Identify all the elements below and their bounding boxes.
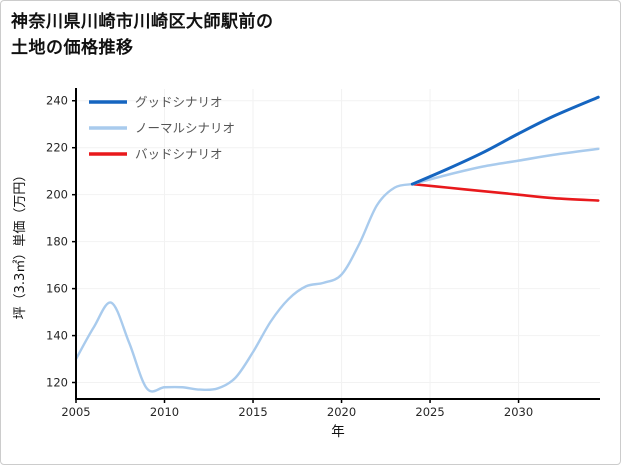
y-tick-label: 240 [46,94,68,108]
x-tick-label: 2025 [415,405,444,419]
x-axis-label: 年 [331,424,345,440]
y-axis-label: 坪（3.3㎡）単価（万円） [12,169,28,320]
chart-title-line2: 土地の価格推移 [11,38,134,58]
series-line-normal [411,147,600,186]
chart-title-line1: 神奈川県川崎市川崎区大師駅前の [11,12,274,32]
x-tick-label: 2020 [327,405,356,419]
series-line-bad [411,182,600,202]
y-tick-label: 120 [46,376,68,390]
x-tick-label: 2015 [238,405,267,419]
y-tick-label: 180 [46,235,68,249]
y-tick-label: 220 [46,141,68,155]
legend-label-bad: バッドシナリオ [135,147,223,162]
x-tick-label: 2030 [504,405,533,419]
series-line-history [74,182,414,393]
series-line-good [410,95,600,186]
y-tick-label: 200 [46,188,68,202]
x-tick-label: 2010 [150,405,179,419]
legend-label-normal: ノーマルシナリオ [135,121,235,136]
y-tick-label: 160 [46,282,68,296]
y-tick-label: 140 [46,329,68,343]
chart-title: 神奈川県川崎市川崎区大師駅前の 土地の価格推移 [11,9,274,61]
x-tick-label: 2005 [61,405,90,419]
legend-label-good: グッドシナリオ [135,95,223,110]
